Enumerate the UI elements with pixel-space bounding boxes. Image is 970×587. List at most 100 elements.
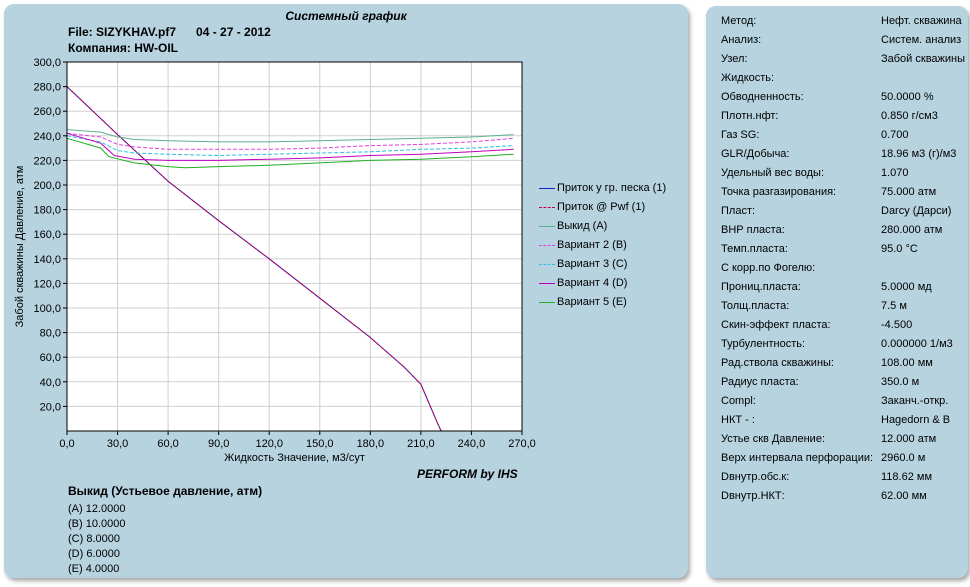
x-tick-label: 0,0 (59, 438, 74, 450)
legend-swatch (539, 283, 555, 284)
param-label: Газ SG: (721, 129, 760, 141)
legend-swatch (539, 188, 555, 189)
legend-item: Вариант 2 (B) (539, 236, 666, 255)
y-tick-label: 260,0 (33, 106, 61, 118)
param-row: НКТ - : Hagedorn & B (721, 411, 968, 430)
param-label: Пласт: (721, 205, 756, 217)
legend-swatch (539, 245, 555, 246)
param-label: Dвнутр.обс.к: (721, 471, 790, 483)
param-row: Метод: Нефт. скважина (721, 12, 968, 31)
legend-item: Вариант 5 (E) (539, 293, 666, 312)
param-label: Точка разгазирования: (721, 186, 837, 198)
param-value: 0.000000 1/м3 (881, 338, 953, 350)
legend-item: Вариант 3 (C) (539, 255, 666, 274)
y-tick-label: 20,0 (40, 401, 61, 413)
param-row: Газ SG: 0.700 (721, 126, 968, 145)
x-tick-label: 240,0 (458, 438, 486, 450)
plot-frame (66, 61, 523, 432)
x-tick-label: 120,0 (255, 438, 283, 450)
x-tick-label: 60,0 (157, 438, 178, 450)
param-row: Анализ: Систем. анализ (721, 31, 968, 50)
param-value: 75.000 атм (881, 186, 937, 198)
y-tick-label: 300,0 (33, 57, 61, 69)
y-tick-label: 240,0 (33, 131, 61, 143)
param-row: ВНР пласта: 280.000 атм (721, 221, 968, 240)
param-value: 5.0000 мд (881, 281, 932, 293)
outflow-results: Выкид (Устьевое давление, атм) (A) 12.00… (68, 484, 262, 577)
param-row: Темп.пласта: 95.0 °C (721, 240, 968, 259)
param-value: 18.96 м3 (г)/м3 (881, 148, 957, 160)
series-line (66, 129, 514, 143)
param-row: Пласт: Darcy (Дарси) (721, 202, 968, 221)
param-value: 2960.0 м (881, 452, 926, 464)
series-line (66, 135, 514, 157)
param-row: Радиус пласта: 350.0 м (721, 373, 968, 392)
legend-item: Вариант 4 (D) (539, 274, 666, 293)
result-row: (D) 6.0000 (68, 548, 120, 560)
param-row: Узел: Забой скважины (721, 50, 968, 69)
param-row: GLR/Добыча: 18.96 м3 (г)/м3 (721, 145, 968, 164)
param-label: Рад.ствола скважины: (721, 357, 834, 369)
y-tick-label: 220,0 (33, 155, 61, 167)
legend-item: Приток у гр. песка (1) (539, 179, 666, 198)
plot-area (67, 62, 522, 431)
legend-swatch (539, 302, 555, 303)
result-row: (B) 10.0000 (68, 518, 126, 530)
y-tick-label: 120,0 (33, 278, 61, 290)
y-axis-label: Забой скважины Давление, атм (14, 166, 26, 328)
param-value: 62.00 мм (881, 490, 927, 502)
parameters-list: Метод: Нефт. скважина Анализ: Систем. анали… (721, 12, 968, 506)
system-plot: 0,0 30,0 60,0 90,0 120,0 150,0 180,0 210,0 240,0… (14, 57, 536, 464)
param-row: Dвнутр.НКТ: 62.00 мм (721, 487, 968, 506)
param-label: Скин-эффект пласта: (721, 319, 831, 331)
param-value: 350.0 м (881, 376, 920, 388)
param-label: Compl: (721, 395, 756, 407)
legend-item: Приток @ Pwf (1) (539, 198, 666, 217)
x-axis-label: Жидкость Значение, м3/сут (224, 452, 365, 464)
x-tick-label: 210,0 (407, 438, 435, 450)
x-tick-label: 270,0 (508, 438, 536, 450)
y-tick-label: 60,0 (40, 352, 61, 364)
legend-swatch (539, 226, 555, 227)
brand-label: PERFORM by IHS (417, 467, 518, 481)
y-tick-label: 200,0 (33, 180, 61, 192)
company-info: Компания: HW-OIL (68, 41, 178, 55)
legend-swatch (539, 207, 555, 208)
param-label: Метод: (721, 15, 757, 27)
param-value: Заканч.-откр. (881, 395, 949, 407)
chart-title: Системный график (285, 9, 407, 23)
param-value: Забой скважины (881, 53, 966, 65)
y-tick-label: 160,0 (33, 229, 61, 241)
param-label: Dвнутр.НКТ: (721, 490, 785, 502)
param-label: Анализ: (721, 34, 762, 46)
param-label: НКТ - : (721, 414, 755, 426)
legend-label: Выкид (A) (557, 220, 608, 232)
param-value: -4.500 (881, 319, 913, 331)
result-row: (E) 4.0000 (68, 563, 120, 575)
param-label: Удельный вес воды: (721, 167, 825, 179)
y-tick-label: 280,0 (33, 82, 61, 94)
param-value: 50.0000 % (881, 91, 934, 103)
param-row: Скин-эффект пласта: -4.500 (721, 316, 968, 335)
legend-item: Выкид (A) (539, 217, 666, 236)
x-tick-label: 180,0 (357, 438, 385, 450)
param-value: 118.62 мм (881, 471, 933, 483)
y-tick-label: 80,0 (40, 328, 61, 340)
param-row: Прониц.пласта: 5.0000 мд (721, 278, 968, 297)
param-value: Нефт. скважина (881, 15, 962, 27)
param-value: Hagedorn & B (881, 414, 951, 426)
chart-panel: Системный график File: SIZYKHAV.pf7 04 -… (4, 4, 688, 578)
chart-legend: Приток у гр. песка (1) Приток @ Pwf (1) Вы… (539, 179, 666, 312)
param-row: Точка разгазирования: 75.000 атм (721, 183, 968, 202)
x-tick-label: 30,0 (107, 438, 128, 450)
file-info: File: SIZYKHAV.pf7 04 - 27 - 2012 (68, 25, 271, 39)
param-row: Жидкость: (721, 69, 968, 88)
param-row: Dвнутр.обс.к: 118.62 мм (721, 468, 968, 487)
param-row: Обводненность: 50.0000 % (721, 88, 968, 107)
param-label: Толщ.пласта: (721, 300, 790, 312)
param-value: 1.070 (881, 167, 909, 179)
param-value: 0.850 г/см3 (881, 110, 938, 122)
param-label: Плотн.нфт: (721, 110, 779, 122)
series-line (66, 86, 442, 432)
result-row: (A) 12.0000 (68, 503, 126, 515)
